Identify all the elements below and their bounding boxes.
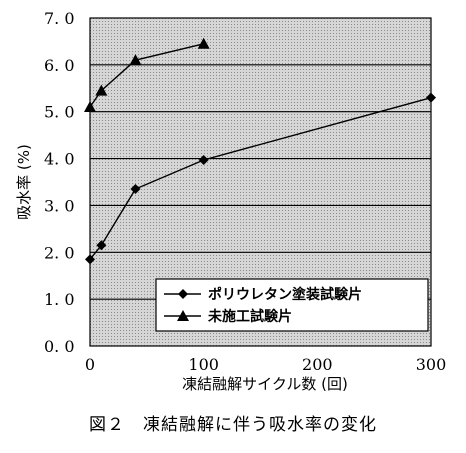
y-tick-label: 7. 0 (44, 9, 75, 28)
x-tick-label: 300 (416, 355, 447, 374)
y-tick-label: 3. 0 (44, 196, 75, 215)
legend-marker-diamond (178, 289, 188, 299)
data-point-triangle (84, 101, 96, 113)
legend-box (155, 278, 429, 332)
data-point-diamond (198, 154, 209, 165)
y-axis-title: 吸水率 (%) (15, 144, 33, 220)
data-point-diamond (96, 240, 107, 251)
y-tick-label: 5. 0 (44, 103, 75, 122)
x-axis-title: 凍結融解サイクル数 (回) (182, 375, 348, 393)
series-line-1 (89, 43, 204, 108)
x-tick-label: 100 (188, 355, 219, 374)
legend: ポリウレタン塗装試験片 未施工試験片 (155, 278, 429, 332)
legend-label-polyurethane: ポリウレタン塗装試験片 (208, 286, 362, 303)
x-tick-label: 200 (302, 355, 333, 374)
figure-caption: 図２ 凍結融解に伴う吸水率の変化 (89, 415, 377, 435)
data-point-triangle (129, 54, 142, 66)
y-tick-labels: 0. 0 1. 0 2. 0 3. 0 4. 0 5. 0 6. 0 7. 0 (44, 9, 75, 356)
legend-label-untreated: 未施工試験片 (208, 308, 292, 325)
y-tick-label: 6. 0 (44, 56, 75, 75)
y-tick-label: 0. 0 (44, 337, 75, 356)
y-tick-label: 2. 0 (44, 243, 75, 262)
legend-marker-triangle (177, 310, 189, 321)
x-tick-label: 0 (85, 355, 95, 374)
y-tick-label: 1. 0 (44, 290, 75, 309)
series-layer (84, 37, 436, 265)
y-tick-label: 4. 0 (44, 150, 75, 169)
data-point-triangle (95, 84, 108, 96)
data-point-diamond (130, 184, 141, 195)
data-point-diamond (426, 92, 436, 103)
data-point-diamond (85, 254, 95, 265)
data-point-triangle (197, 37, 210, 49)
line-chart: 0. 0 1. 0 2. 0 3. 0 4. 0 5. 0 6. 0 7. 0 0 100 200… (15, 9, 446, 393)
x-tick-labels: 0 100 200 300 (85, 355, 446, 374)
